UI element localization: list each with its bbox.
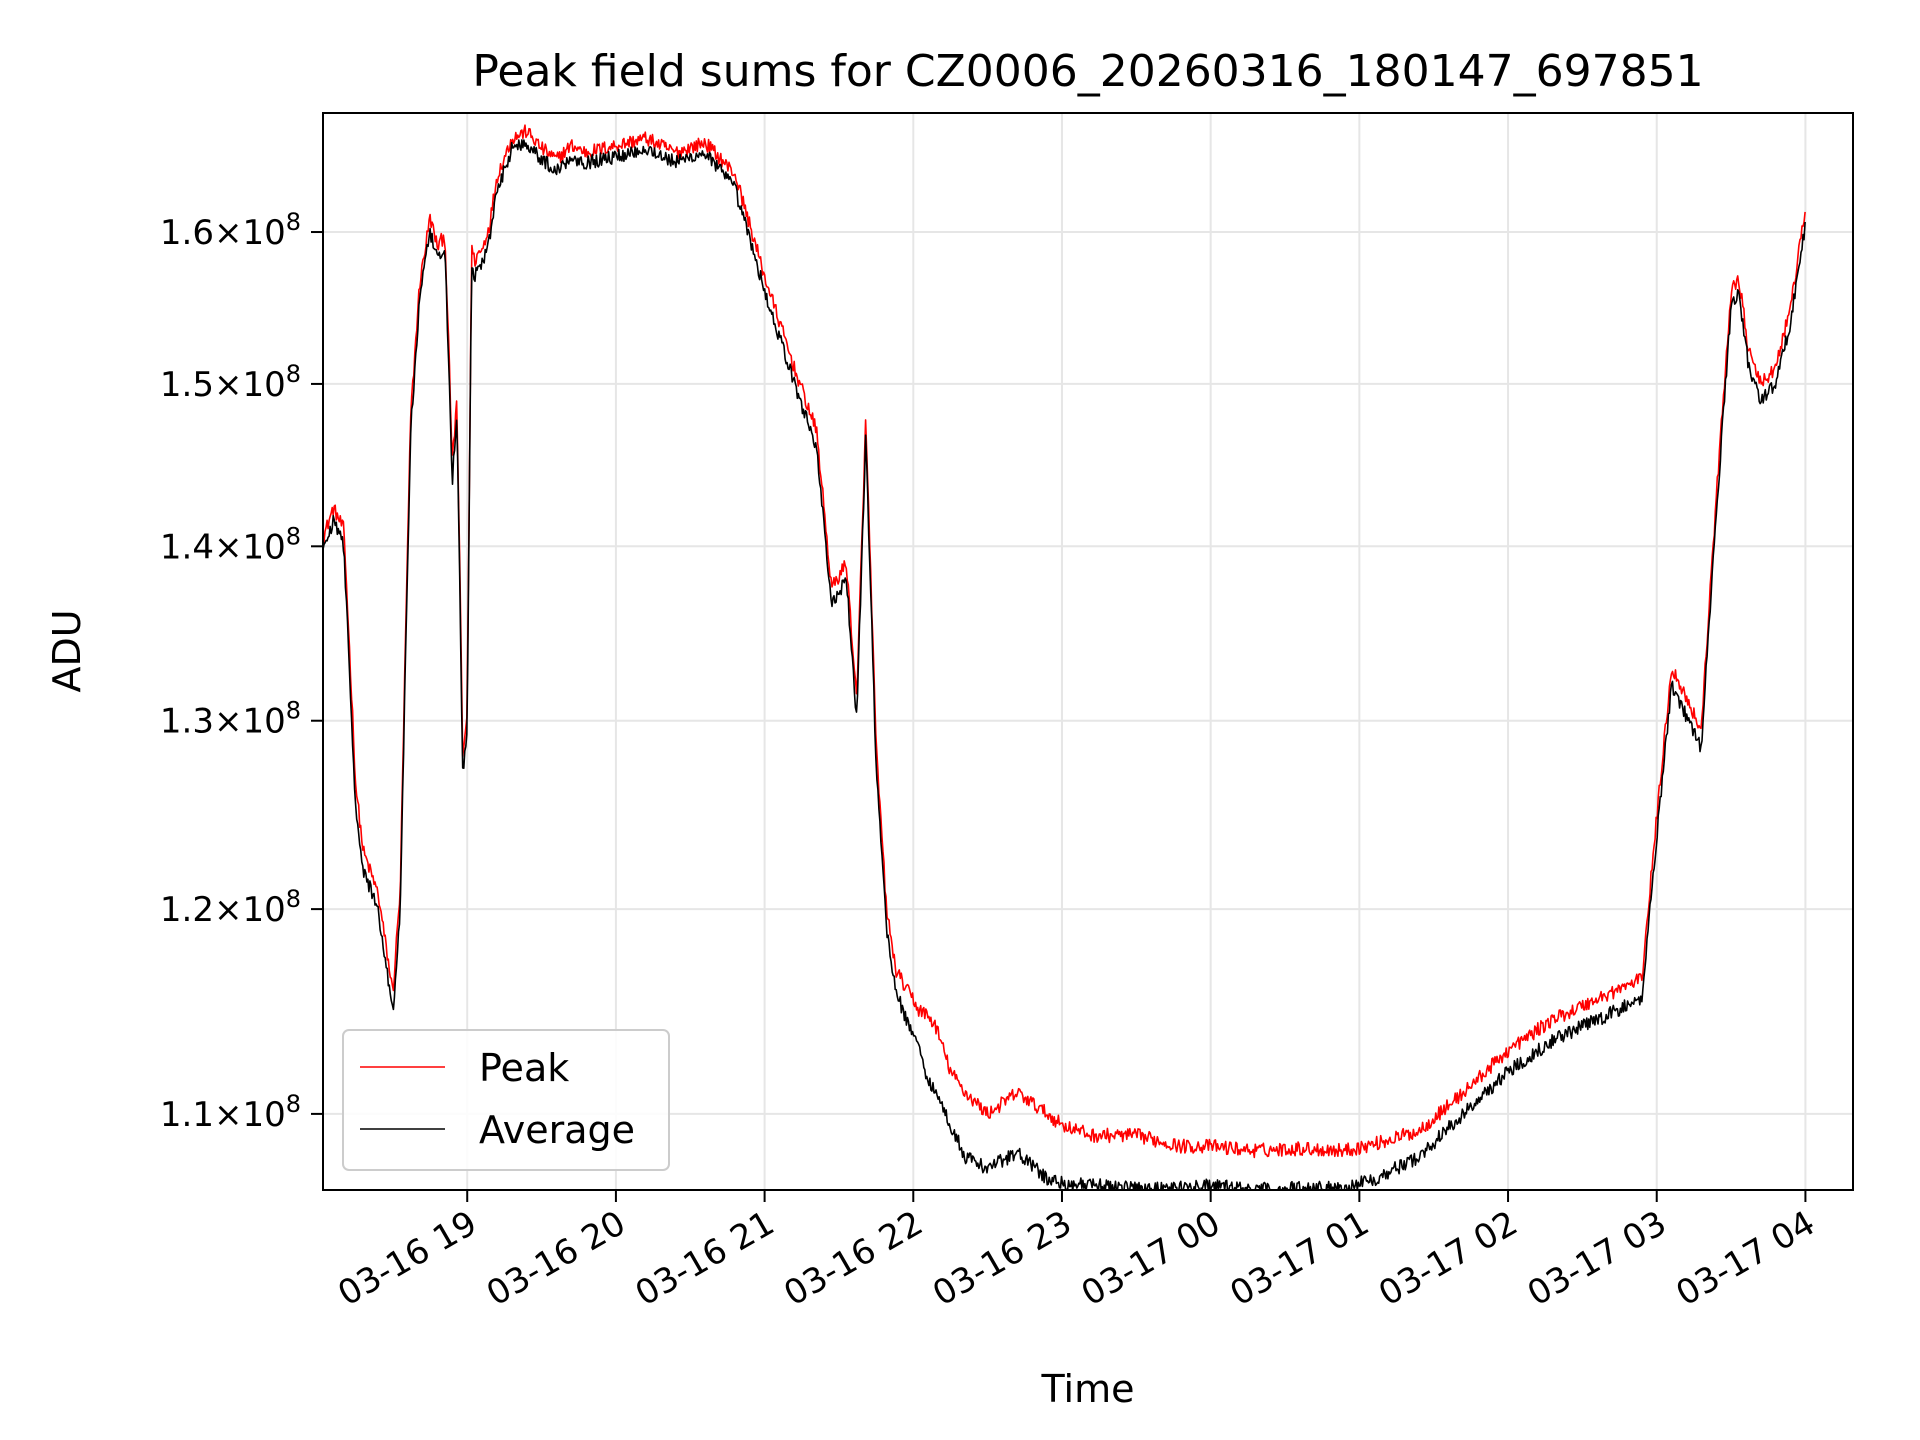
y-tick-label-2: 1.3×108 [160,697,301,742]
legend-label-peak: Peak [479,1046,569,1090]
plot-area [323,113,1853,1190]
y-tick-label-4: 1.5×108 [160,360,301,405]
legend-box [342,1029,670,1171]
series-line-peak [323,124,1806,1159]
series-line-average [323,139,1806,1190]
legend: Peak Average [342,1029,670,1171]
chart-title: Peak field sums for CZ0006_20260316_1801… [472,46,1703,97]
legend-label-average: Average [479,1108,635,1152]
y-tick-label-0: 1.1×108 [160,1090,301,1135]
y-tick-label-3: 1.4×108 [160,522,301,567]
series-layer [323,124,1806,1190]
x-axis-label: Time [1041,1367,1135,1411]
y-axis-label: ADU [45,609,89,692]
plot-frame [322,112,1854,1191]
y-axis-ticks: 1.1×108 1.2×108 1.3×108 1.4×108 1.5×108 1.6×1… [160,208,323,1135]
y-tick-label-5: 1.6×108 [160,208,301,253]
y-tick-label-1: 1.2×108 [160,885,301,930]
